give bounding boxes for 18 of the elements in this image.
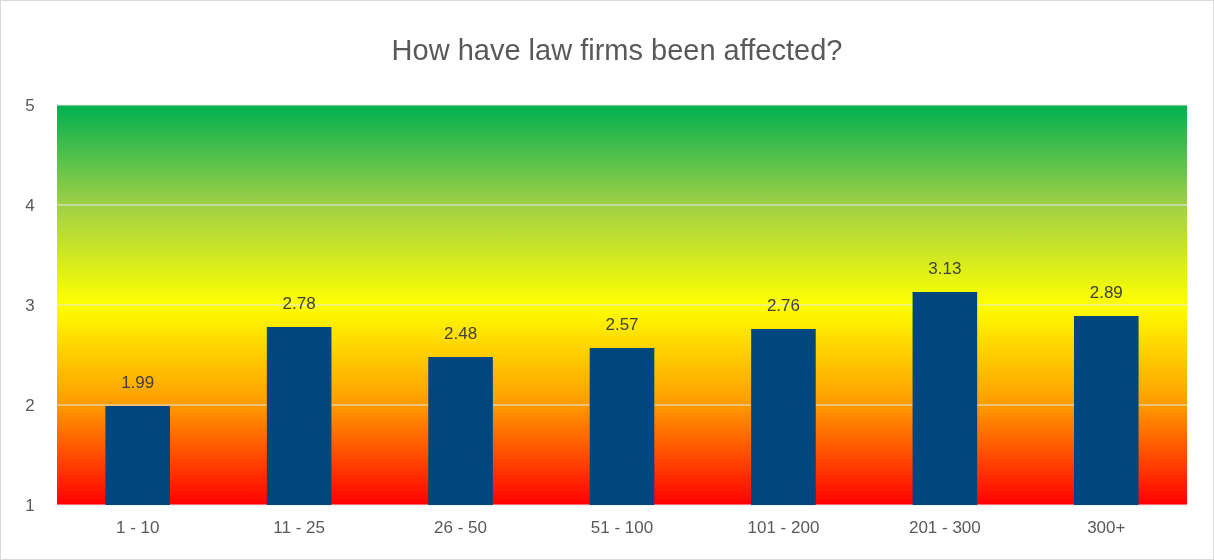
y-tick-label: 1 [25,495,35,515]
y-tick-label: 2 [25,395,35,415]
x-tick-label: 11 - 25 [273,518,325,538]
x-tick-label: 51 - 100 [590,518,654,538]
data-label: 2.57 [605,315,639,334]
y-tick-label: 3 [25,295,35,315]
x-tick-label: 26 - 50 [434,518,488,538]
data-label: 3.13 [928,259,962,278]
x-tick-label: 300+ [1087,518,1126,538]
data-label: 1.99 [121,373,155,392]
x-tick-label: 201 - 300 [908,518,981,538]
y-tick-label: 4 [25,195,35,215]
data-label: 2.89 [1089,283,1123,302]
data-label: 2.48 [444,324,478,343]
x-tick-label: 1 - 10 [115,518,160,538]
chart-title: How have law firms been affected? [391,34,843,66]
x-tick-label: 101 - 200 [747,518,820,538]
y-tick-label: 5 [25,95,35,115]
